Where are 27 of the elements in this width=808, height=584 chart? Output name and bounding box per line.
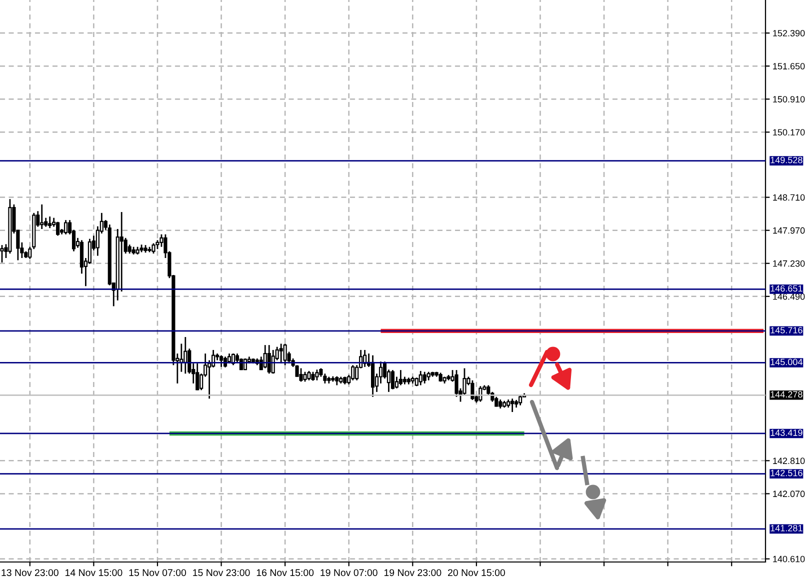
y-tick-label: 151.650 xyxy=(773,63,805,70)
ref-line-label: 145.716 xyxy=(770,326,802,334)
x-tick-label: 19 Nov 23:00 xyxy=(384,569,442,576)
x-tick-label: 19 Nov 07:00 xyxy=(320,569,378,576)
x-tick-label: 15 Nov 07:00 xyxy=(129,569,186,576)
y-tick-label: 142.810 xyxy=(773,458,805,464)
ref-line-label: 143.419 xyxy=(770,430,802,436)
y-tick-label: 142.070 xyxy=(773,490,805,498)
x-tick-label: 16 Nov 15:00 xyxy=(256,569,314,576)
y-tick-label: 150.910 xyxy=(773,96,805,102)
y-tick-label: 147.230 xyxy=(773,260,805,267)
x-tick-label: 15 Nov 23:00 xyxy=(193,569,250,576)
y-tick-label: 140.610 xyxy=(773,556,805,562)
y-tick-label: 152.390 xyxy=(773,30,805,36)
y-tick-label: 146.490 xyxy=(773,293,805,300)
ref-line-label: 145.004 xyxy=(770,358,802,366)
ref-line-label: 141.281 xyxy=(770,524,802,532)
ref-line-label: 146.651 xyxy=(770,285,802,292)
y-tick-label: 147.970 xyxy=(773,227,805,234)
x-tick-label: 13 Nov 23:00 xyxy=(2,569,58,576)
ref-line-label: 149.528 xyxy=(770,156,802,164)
x-tick-label: 20 Nov 15:00 xyxy=(448,569,505,576)
y-tick-label: 150.170 xyxy=(773,129,805,136)
y-tick-label: 148.710 xyxy=(773,194,805,201)
ref-line-label: 144.278 xyxy=(770,391,802,398)
x-tick-label: 14 Nov 15:00 xyxy=(66,569,122,576)
ref-line-label: 142.516 xyxy=(770,470,802,476)
